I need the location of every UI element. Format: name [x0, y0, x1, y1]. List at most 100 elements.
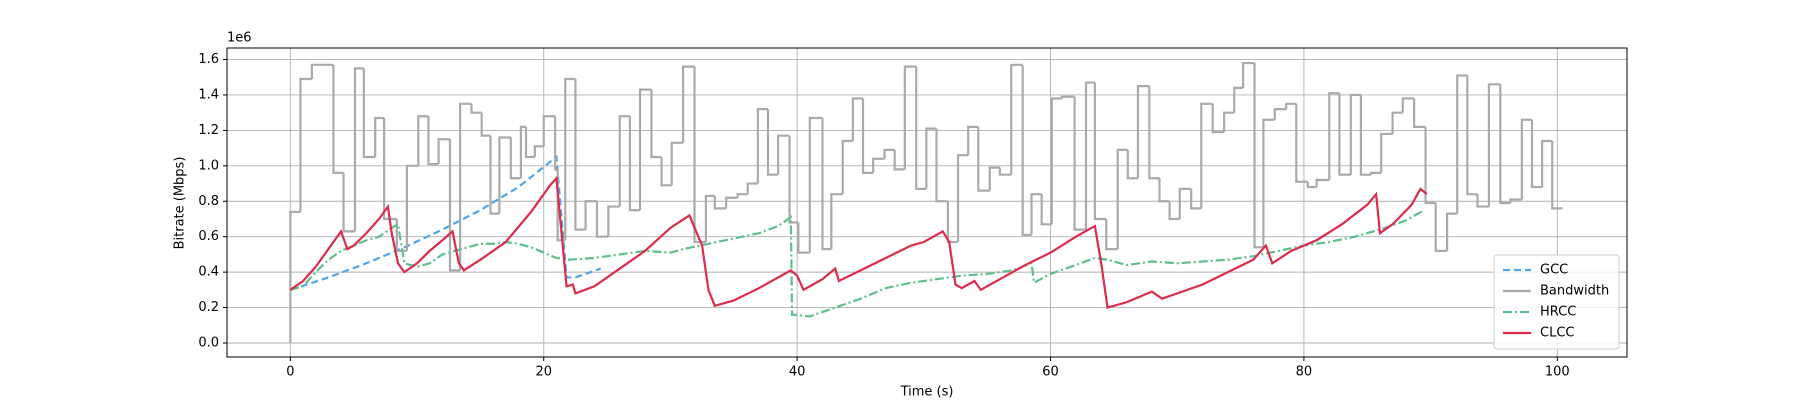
step-segment [946, 201, 959, 244]
step-segment [756, 108, 768, 184]
step-segment [342, 172, 355, 233]
step-segment [1158, 178, 1170, 203]
step-segment [1030, 193, 1042, 235]
step-segment [353, 67, 364, 232]
step-segment [448, 139, 461, 272]
step-segment [1190, 188, 1202, 210]
step-segment [524, 126, 535, 159]
step-segment [564, 77, 576, 241]
step-segment [1021, 64, 1032, 237]
step-segment [1200, 102, 1213, 209]
legend-label: Bandwidth [1540, 284, 1609, 299]
step-segment [1285, 102, 1297, 110]
step-segment [1391, 111, 1403, 134]
step-segment [746, 182, 758, 195]
step-segment [362, 68, 376, 159]
legend-label: GCC [1540, 263, 1568, 278]
step-segment [1401, 97, 1415, 113]
step-segment [725, 196, 738, 209]
series-line [289, 175, 1428, 309]
step-segment [777, 134, 790, 175]
x-tick-label: 80 [1296, 365, 1313, 380]
step-segment [607, 205, 620, 237]
step-segment [821, 117, 832, 251]
step-segment [1369, 171, 1382, 175]
step-segment [851, 97, 864, 142]
step-segment [584, 200, 597, 230]
step-segment [459, 102, 472, 271]
step-segment [1040, 194, 1052, 226]
step-segment [542, 115, 556, 147]
x-tick-label: 60 [1042, 365, 1059, 380]
step-segment [383, 117, 397, 221]
step-segment [1338, 93, 1351, 176]
step-segment [489, 135, 500, 215]
step-segment [682, 65, 695, 143]
step-segment [1223, 111, 1235, 133]
step-segment [1084, 81, 1095, 230]
legend-box [1493, 254, 1620, 350]
step-segment [1551, 141, 1563, 210]
step-segment [470, 103, 482, 114]
step-segment [1487, 83, 1501, 207]
step-segment [1380, 132, 1393, 173]
y-tick-label: 0.8 [198, 194, 219, 209]
y-tick-label: 0.2 [198, 300, 219, 315]
step-segment [788, 135, 799, 224]
y-tick-label: 1.4 [198, 87, 219, 102]
y-tick-label: 1.2 [198, 123, 219, 138]
step-segment [395, 218, 407, 252]
step-segment [628, 116, 641, 212]
step-segment [650, 89, 662, 159]
step-segment [1424, 126, 1436, 205]
step-segment [519, 125, 527, 179]
step-segment [1060, 95, 1075, 99]
step-segment [437, 138, 450, 165]
step-segment [1126, 149, 1138, 180]
step-segment [808, 116, 823, 253]
step-segment [1306, 181, 1317, 189]
legend-label: HRCC [1540, 305, 1576, 320]
step-segment [1466, 75, 1478, 196]
step-segment [595, 201, 609, 238]
step-segment [766, 109, 779, 176]
legend-label: CLCC [1540, 326, 1574, 341]
step-segment [509, 137, 521, 180]
step-segment [704, 194, 715, 243]
step-segment [736, 193, 748, 198]
step-segment [967, 125, 979, 156]
step-segment [670, 141, 684, 186]
step-segment [893, 149, 905, 171]
series-line [290, 154, 602, 291]
step-segment [1105, 218, 1118, 251]
step-segment [1273, 108, 1287, 120]
step-segment [1509, 198, 1522, 204]
step-segment [1050, 97, 1062, 225]
y-tick-label: 0.6 [198, 229, 219, 244]
step-segment [289, 210, 301, 344]
step-segment [1445, 212, 1458, 251]
step-segment [872, 157, 885, 173]
step-segment [1349, 93, 1361, 175]
step-segment [1499, 84, 1511, 205]
series-line [290, 209, 1425, 318]
step-segment [1168, 201, 1180, 221]
step-segment [935, 128, 948, 203]
step-segment [332, 64, 344, 175]
step-segment [1328, 92, 1340, 180]
step-segment [1178, 187, 1192, 219]
step-segment [299, 77, 312, 212]
step-segment [1359, 94, 1372, 176]
step-segment [830, 193, 843, 250]
step-segment [405, 164, 419, 251]
y-tick-label: 0.4 [198, 265, 219, 280]
y-tick-label: 1.0 [198, 158, 219, 173]
x-tick-label: 100 [1545, 365, 1570, 380]
step-segment [1530, 119, 1543, 189]
axes-frame [226, 47, 1628, 358]
x-tick-label: 20 [535, 365, 552, 380]
step-segment [1010, 63, 1023, 175]
y-tick-label: 0.0 [198, 336, 219, 351]
step-segment [1148, 86, 1160, 180]
step-segment [1476, 194, 1489, 208]
